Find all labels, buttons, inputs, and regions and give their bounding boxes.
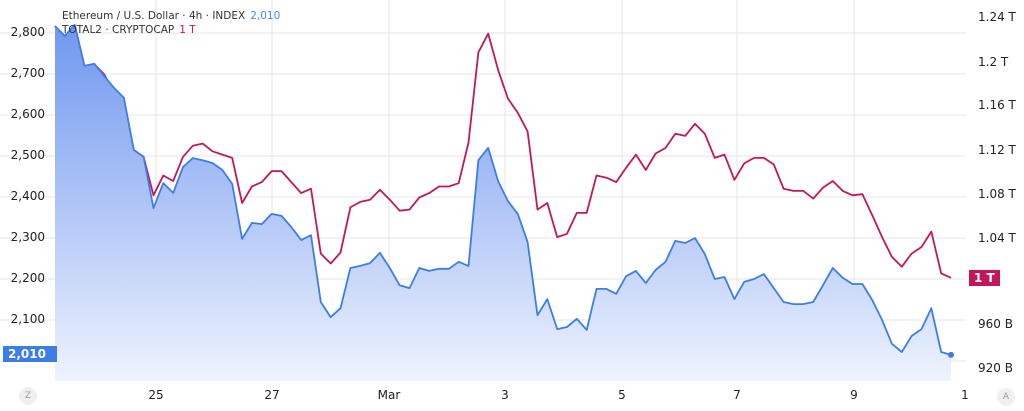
x-tick-label: Mar [378,388,401,402]
legend-eth[interactable]: Ethereum / U.S. Dollar · 4h · INDEX 2,010 [62,10,281,22]
total2-price-tag: 1 T [969,270,1000,286]
legend-eth-value: 2,010 [250,10,281,22]
x-tick-label: 1 [961,388,969,402]
right-tick-label: 1.08 T [978,187,1017,201]
x-tick-label: 3 [501,388,509,402]
right-tick-label: 920 B [978,361,1013,375]
series-marks [54,23,954,382]
left-tick-label: 2,400 [11,189,45,203]
legend: Ethereum / U.S. Dollar · 4h · INDEX 2,010… [62,9,280,37]
eth-area-fill [55,24,951,382]
left-tick-label: 2,700 [11,66,45,80]
left-tick-label: 2,500 [11,148,45,162]
legend-total2[interactable]: TOTAL2 · CRYPTOCAP 1 T [62,24,196,36]
right-tick-label: 960 B [978,317,1013,331]
eth-last-point [948,351,954,358]
x-tick-label: 9 [850,388,858,402]
x-tick-label: 7 [733,388,741,402]
left-tick-label: 2,800 [11,25,45,39]
zoom-reset-button[interactable]: Z [19,387,37,405]
left-tick-label: 2,200 [11,271,45,285]
left-tick-label: 2,300 [11,230,45,244]
right-tick-label: 1.2 T [978,55,1009,69]
right-tick-label: 1.12 T [978,143,1017,157]
x-tick-label: 5 [618,388,626,402]
total2-line [54,23,952,279]
x-tick-label: 25 [148,388,163,402]
right-tick-label: 1.16 T [978,98,1017,112]
x-tick-label: 27 [264,388,279,402]
auto-scale-button[interactable]: A [997,388,1015,406]
right-tick-label: 1.24 T [978,10,1017,24]
right-tick-label: 1.04 T [978,231,1017,245]
axes: 2,800 2,700 2,600 2,500 2,400 2,300 2,200 2,100… [11,10,1017,402]
eth-price-tag: 2,010 [3,346,57,362]
legend-total2-value: 1 T [179,24,196,36]
eth-line [54,24,952,356]
left-tick-label: 2,100 [11,312,45,326]
left-tick-label: 2,600 [11,107,45,121]
